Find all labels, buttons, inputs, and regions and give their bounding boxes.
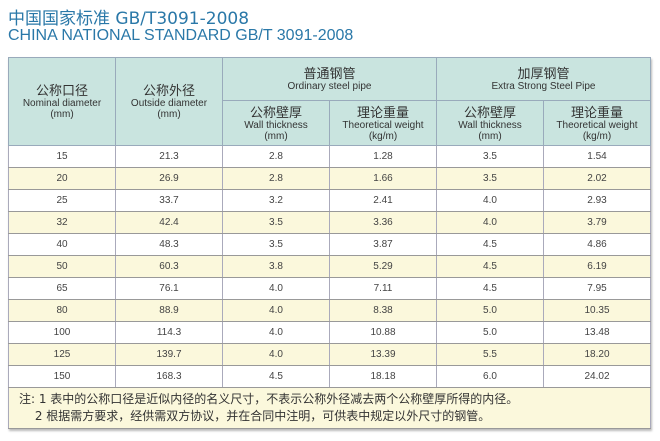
table-row: 65 76.1 4.0 7.11 4.5 7.95 [8, 277, 651, 300]
table-cell: 6.19 [543, 255, 651, 278]
table-cell: 4.5 [436, 255, 544, 278]
table-cell: 33.7 [115, 189, 223, 212]
table-cell: 50 [8, 255, 116, 278]
table-cell: 13.39 [329, 343, 437, 366]
table-cell: 1.66 [329, 167, 437, 190]
table-cell: 100 [8, 321, 116, 344]
table-cell: 3.79 [543, 211, 651, 234]
table-cell: 60.3 [115, 255, 223, 278]
table-cell: 65 [8, 277, 116, 300]
table-cell: 1.54 [543, 145, 651, 168]
header-wall-extra: 公称壁厚 Wall thickness (mm) [436, 100, 544, 146]
pipe-spec-table: 公称口径 Nominal diameter (mm) 公称外径 Outside dia… [8, 57, 651, 429]
table-cell: 76.1 [115, 277, 223, 300]
note-2: 2 根据需方要求，经供需双方协议，并在合同中注明，可供表中规定以外尺寸的钢管。 [19, 409, 491, 423]
note-1: 注: 1 表中的公称口径是近似内径的名义尺寸，不表示公称外径减去两个公称壁厚所得… [19, 392, 519, 406]
table-row: 150 168.3 4.5 18.18 6.0 24.02 [8, 365, 651, 388]
table-cell: 10.35 [543, 299, 651, 322]
table-cell: 25 [8, 189, 116, 212]
table-cell: 10.88 [329, 321, 437, 344]
table-cell: 5.0 [436, 321, 544, 344]
table-row: 20 26.9 2.8 1.66 3.5 2.02 [8, 167, 651, 190]
table-cell: 4.0 [222, 277, 330, 300]
table-cell: 150 [8, 365, 116, 388]
table-cell: 5.0 [436, 299, 544, 322]
table-cell: 18.20 [543, 343, 651, 366]
header-weight-extra: 理论重量 Theoretical weight (kg/m) [543, 100, 651, 146]
header-wall-ordinary: 公称壁厚 Wall thickness (mm) [222, 100, 330, 146]
table-cell: 4.0 [222, 343, 330, 366]
table-cell: 3.5 [222, 233, 330, 256]
table-cell: 2.02 [543, 167, 651, 190]
table-cell: 139.7 [115, 343, 223, 366]
header-nominal: 公称口径 Nominal diameter (mm) [8, 57, 116, 146]
table-cell: 114.3 [115, 321, 223, 344]
table-cell: 125 [8, 343, 116, 366]
table-cell: 5.5 [436, 343, 544, 366]
table-row: 50 60.3 3.8 5.29 4.5 6.19 [8, 255, 651, 278]
table-cell: 20 [8, 167, 116, 190]
table-cell: 88.9 [115, 299, 223, 322]
table-cell: 3.2 [222, 189, 330, 212]
table-row: 100 114.3 4.0 10.88 5.0 13.48 [8, 321, 651, 344]
table-cell: 80 [8, 299, 116, 322]
table-cell: 18.18 [329, 365, 437, 388]
table-row: 80 88.9 4.0 8.38 5.0 10.35 [8, 299, 651, 322]
table-cell: 4.5 [222, 365, 330, 388]
title-cn: 中国国家标准 GB/T3091-2008 [8, 9, 250, 29]
table-cell: 7.11 [329, 277, 437, 300]
table-cell: 3.5 [436, 145, 544, 168]
table-cell: 6.0 [436, 365, 544, 388]
table-cell: 168.3 [115, 365, 223, 388]
table-cell: 4.0 [222, 321, 330, 344]
table-cell: 42.4 [115, 211, 223, 234]
table-cell: 24.02 [543, 365, 651, 388]
table-cell: 4.0 [222, 299, 330, 322]
header-extra: 加厚钢管 Extra Strong Steel Pipe [436, 57, 651, 101]
table-cell: 3.36 [329, 211, 437, 234]
table-cell: 5.29 [329, 255, 437, 278]
table-cell: 2.8 [222, 145, 330, 168]
table-cell: 1.28 [329, 145, 437, 168]
table-cell: 26.9 [115, 167, 223, 190]
table-cell: 15 [8, 145, 116, 168]
table-cell: 32 [8, 211, 116, 234]
table-cell: 40 [8, 233, 116, 256]
table-cell: 4.86 [543, 233, 651, 256]
title-en: CHINA NATIONAL STANDARD GB/T 3091-2008 [8, 27, 354, 44]
table-cell: 3.5 [222, 211, 330, 234]
table-cell: 4.0 [436, 211, 544, 234]
table-row: 32 42.4 3.5 3.36 4.0 3.79 [8, 211, 651, 234]
header-outside: 公称外径 Outside diameter (mm) [115, 57, 223, 146]
table-cell: 3.5 [436, 167, 544, 190]
table-row: 15 21.3 2.8 1.28 3.5 1.54 [8, 145, 651, 168]
table-row: 125 139.7 4.0 13.39 5.5 18.20 [8, 343, 651, 366]
header-weight-ordinary: 理论重量 Theoretical weight (kg/m) [329, 100, 437, 146]
table-cell: 2.41 [329, 189, 437, 212]
table-cell: 21.3 [115, 145, 223, 168]
table-cell: 2.8 [222, 167, 330, 190]
table-cell: 48.3 [115, 233, 223, 256]
table-cell: 7.95 [543, 277, 651, 300]
header-ordinary: 普通钢管 Ordinary steel pipe [222, 57, 437, 101]
table-cell: 4.0 [436, 189, 544, 212]
table-cell: 13.48 [543, 321, 651, 344]
table-row: 25 33.7 3.2 2.41 4.0 2.93 [8, 189, 651, 212]
table-cell: 4.5 [436, 277, 544, 300]
table-cell: 8.38 [329, 299, 437, 322]
table-row: 40 48.3 3.5 3.87 4.5 4.86 [8, 233, 651, 256]
table-cell: 3.8 [222, 255, 330, 278]
notes: 注: 1 表中的公称口径是近似内径的名义尺寸，不表示公称外径减去两个公称壁厚所得… [8, 387, 651, 429]
table-cell: 4.5 [436, 233, 544, 256]
table-cell: 3.87 [329, 233, 437, 256]
table-cell: 2.93 [543, 189, 651, 212]
